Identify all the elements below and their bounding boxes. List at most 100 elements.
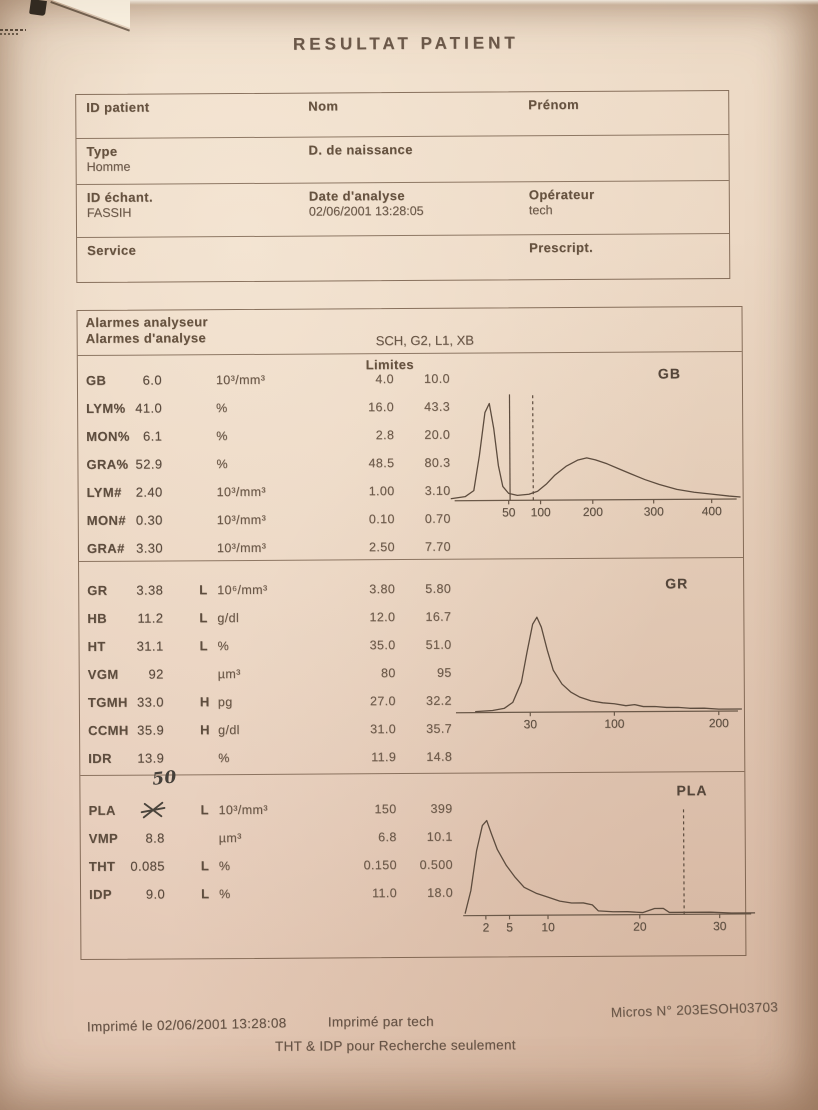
patient-row-identity: ID patient Nom Prénom [76,91,728,138]
gb-results-table: GB 6.0 10³/mm³ 4.0 10.0 LYM% 41.0% 16.0 43.3 MON%… [78,365,461,563]
limit-low: 48.5 [368,456,395,471]
limit-high: 95 [436,665,452,680]
date-analyse-value: 02/06/2001 13:28:05 [308,203,424,219]
pla-results-table: PLA 50 L 10³/mm³ 150 399 VMP 8.8 µm³ 6.8 10.1 THT 0.… [80,767,463,909]
limit-low: 0.10 [368,512,395,527]
unit-label: 10⁶/mm³ [217,582,268,598]
flag-indicator: H [199,694,210,710]
svg-text:200: 200 [709,716,729,730]
result-value: 11.2 [137,610,164,626]
result-row-lym: LYM# 2.40 10³/mm³ 1.00 3.10 [79,477,461,507]
svg-text:10: 10 [541,920,555,934]
result-value: 3.30 [136,540,163,556]
result-row-idp: IDP 9.0 L% 11.0 18.0 [81,879,463,909]
result-row-ht: HT 31.1 L% 35.0 51.0 [79,631,461,661]
unit-label: % [217,639,230,654]
scan-artifact-paper-edge [130,0,818,5]
result-row-pla: PLA 50 L 10³/mm³ 150 399 [80,767,462,825]
alarmes-analyse-value: SCH, G2, L1, XB [375,332,474,349]
unit-label: % [219,887,231,902]
device-serial-text: Micros N° 203ESOH03703 [610,999,779,1021]
naissance-label: D. de naissance [308,141,413,158]
limit-low: 6.8 [378,830,397,845]
id-echant-label: ID échant. [86,189,153,205]
limit-high: 10.0 [423,371,450,386]
results-box: Alarmes analyseur Alarmes d'analyse SCH,… [76,305,756,961]
cross-mark [140,801,166,819]
gb-histogram: 50 100 200 300 400 [450,394,741,519]
patient-info-box: ID patient Nom Prénom Type Homme D. de n… [75,90,731,284]
svg-text:50: 50 [502,505,516,519]
unit-label: % [216,429,228,444]
date-analyse-label: Date d'analyse [308,188,405,204]
scan-artifact-illegible-text [0,29,26,31]
page-title: RESULTAT PATIENT [292,33,519,54]
gb-histogram-chart: GB 50 100 200 300 400 [450,363,741,525]
limit-high: 35.7 [426,721,453,736]
result-value: 31.1 [136,638,164,654]
printed-on-text: Imprimé le 02/06/2001 13:28:08 [86,1015,287,1035]
flag-indicator: L [201,886,210,902]
limit-high: 10.1 [426,829,453,844]
limit-high: 7.70 [424,539,451,554]
limit-high: 80.3 [424,455,451,470]
limit-low: 150 [374,802,397,817]
unit-label: % [218,751,230,766]
unit-label: g/dl [218,723,240,738]
limit-high: 32.2 [425,693,452,708]
limit-low: 11.0 [372,886,398,901]
limit-low: 2.50 [368,540,395,555]
scan-artifact-paper-corner [52,0,130,28]
limit-high: 18.0 [427,885,454,900]
gr-histogram-chart: GR 30 100 200 [451,575,742,737]
result-value: 41.0 [135,400,163,416]
limit-low: 80 [380,666,396,681]
gr-histogram: 30 100 200 [455,616,742,731]
research-only-note: THT & IDP pour Recherche seulement [274,1037,516,1054]
flag-indicator: L [200,858,210,874]
id-patient-label: ID patient [86,99,150,115]
flag-indicator: L [200,802,209,818]
limit-high: 51.0 [425,637,452,652]
limit-high: 0.70 [424,511,451,526]
limit-low: 11.9 [371,750,397,765]
result-row-lym: LYM% 41.0% 16.0 43.3 [78,393,460,423]
unit-label: µm³ [217,667,241,682]
flag-indicator: L [199,638,208,654]
result-row-gr: GR 3.38 L 10⁶/mm³ 3.80 5.80 [79,575,461,605]
result-row-gb: GB 6.0 10³/mm³ 4.0 10.0 [78,365,460,395]
result-value: 35.9 [137,722,165,738]
unit-label: 10³/mm³ [216,512,267,528]
result-value: 9.0 [145,886,166,902]
service-label: Service [87,242,137,258]
limit-high: 14.8 [426,749,453,764]
param-label: PLA [88,802,116,818]
patient-row-service: Service Prescript. [77,233,730,283]
limit-high: 20.0 [424,427,451,442]
result-value: 92 [148,666,164,682]
pla-histogram-chart: PLA 2 5 10 20 30 [458,778,756,940]
svg-text:300: 300 [644,504,664,518]
unit-label: 10³/mm³ [216,484,266,500]
unit-label: 10³/mm³ [216,540,267,556]
limit-high: 5.80 [425,581,452,596]
limit-high: 0.500 [419,857,453,872]
limit-low: 16.0 [368,400,395,415]
unit-label: % [218,859,231,874]
limit-low: 4.0 [375,372,394,387]
result-value: 6.1 [142,428,163,444]
pla-histogram: 2 5 10 20 30 [463,808,756,935]
limit-low: 0.150 [363,858,397,873]
prescript-label: Prescript. [529,239,594,256]
unit-label: % [216,401,228,416]
alarmes-analyseur-label: Alarmes analyseur [85,314,209,330]
limit-low: 12.0 [369,610,396,625]
id-echant-value: FASSIH [86,205,132,220]
result-value: 6.0 [142,372,162,388]
printed-by-text: Imprimé par tech [327,1013,434,1030]
svg-text:20: 20 [633,920,647,934]
type-label: Type [86,143,118,159]
